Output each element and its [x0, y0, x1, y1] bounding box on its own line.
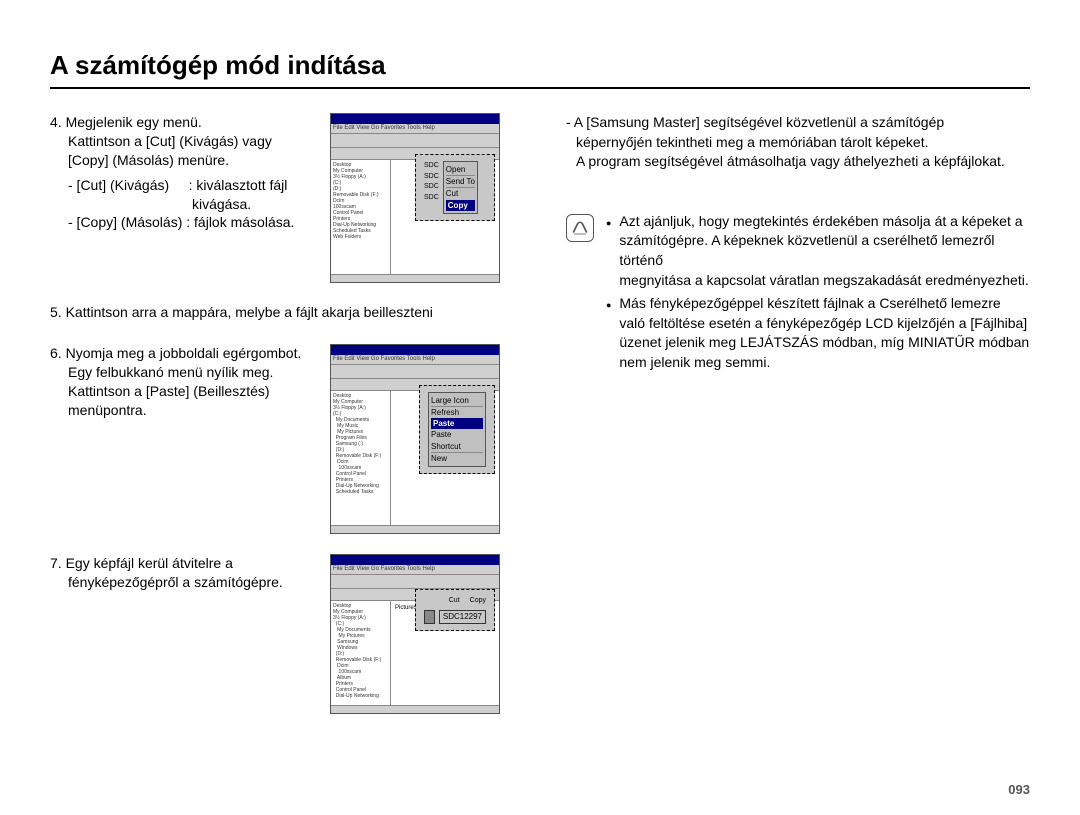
s4-cut-d1: : kiválasztott fájl	[189, 177, 288, 193]
step4-l2: Kattintson a [Cut] (Kivágás) vagy	[50, 132, 320, 151]
step6-l2: Egy felbukkanó menü nyílik meg.	[50, 363, 320, 382]
menu-open: Open	[446, 164, 475, 175]
intro-l1: - A [Samsung Master] segítségével közvet…	[566, 113, 1030, 133]
n2-l1: Más fényképezőgéppel készített fájlnak a…	[619, 294, 1029, 314]
s4-copy: - [Copy] (Másolás) : fájlok másolása.	[50, 213, 320, 232]
screenshot-1: File Edit View Go Favorites Tools Help D…	[330, 113, 500, 283]
content-columns: 4. Megjelenik egy menü. Kattintson a [Cu…	[50, 113, 1030, 734]
note-icon	[566, 214, 594, 242]
callout-cut-copy: SDC SDC SDC SDC Open Send To Cut Copy	[415, 154, 495, 221]
win-toolbar	[331, 365, 499, 379]
step-7-text: 7. Egy képfájl kerül átvitelre a fénykép…	[50, 554, 320, 592]
note-1: Azt ajánljuk, hogy megtekintés érdekében…	[606, 212, 1030, 290]
win-toolbar	[331, 575, 499, 589]
menu-new: New	[431, 452, 483, 464]
step-6: 6. Nyomja meg a jobboldali egérgombot. E…	[50, 344, 526, 534]
file-name: SDC12297	[439, 610, 486, 624]
menu-largeicon: Large Icon	[431, 395, 483, 406]
win-menubar: File Edit View Go Favorites Tools Help	[331, 355, 499, 365]
step4-l1: Megjelenik egy menü.	[66, 114, 202, 130]
menu-copy-hl: Copy	[446, 200, 475, 211]
file-icon	[424, 610, 435, 624]
co-item: SDC	[424, 193, 439, 204]
win-status	[331, 705, 499, 713]
step-4-text: 4. Megjelenik egy menü. Kattintson a [Cu…	[50, 113, 320, 232]
step7-l1: Egy képfájl kerül átvitelre a	[66, 555, 233, 571]
note-2: Más fényképezőgéppel készített fájlnak a…	[606, 294, 1030, 372]
step6-num: 6.	[50, 345, 62, 361]
win-menubar: File Edit View Go Favorites Tools Help	[331, 565, 499, 575]
step6-l1: Nyomja meg a jobboldali egérgombot.	[66, 345, 302, 361]
n2-l3: üzenet jelenik meg LEJÁTSZÁS módban, míg…	[619, 333, 1029, 353]
win-titlebar	[331, 345, 499, 355]
n1-l3: megnyitása a kapcsolat váratlan megszaka…	[619, 271, 1030, 291]
n1-l1: Azt ajánljuk, hogy megtekintés érdekében…	[619, 212, 1030, 232]
step7-num: 7.	[50, 555, 62, 571]
s4-cut: - [Cut] (Kivágás)	[68, 177, 169, 193]
menu-sendto: Send To	[446, 175, 475, 187]
lbl-copy: Copy	[470, 596, 486, 607]
tree-line: Web Folders	[333, 234, 388, 240]
note-list: Azt ajánljuk, hogy megtekintés érdekében…	[606, 212, 1030, 377]
step5-num: 5.	[50, 304, 62, 320]
step-5: 5. Kattintson arra a mappára, melybe a f…	[50, 303, 526, 322]
step-6-text: 6. Nyomja meg a jobboldali egérgombot. E…	[50, 344, 320, 420]
menu-paste-hl: Paste	[431, 418, 483, 429]
co-item: SDC	[424, 182, 439, 193]
right-intro: - A [Samsung Master] segítségével közvet…	[566, 113, 1030, 172]
win-menubar: File Edit View Go Favorites Tools Help	[331, 124, 499, 134]
s4-cut-d2: kivágása.	[50, 195, 320, 214]
co-item: SDC	[424, 161, 439, 172]
callout-paste: Large Icon Refresh Paste Paste Shortcut …	[419, 385, 495, 474]
n1-l2: számítógépre. A képeknek közvetlenül a c…	[619, 231, 1030, 270]
win-titlebar	[331, 114, 499, 124]
menu-refresh: Refresh	[431, 406, 483, 418]
step6-l4: menüpontra.	[50, 401, 320, 420]
screenshot-2: File Edit View Go Favorites Tools Help D…	[330, 344, 500, 534]
win-titlebar	[331, 555, 499, 565]
step4-num: 4.	[50, 114, 62, 130]
right-column: - A [Samsung Master] segítségével közvet…	[556, 113, 1030, 734]
step5-text: Kattintson arra a mappára, melybe a fájl…	[66, 304, 433, 320]
page-number: 093	[1008, 782, 1030, 797]
n2-l4: nem jelenik meg semmi.	[619, 353, 1029, 373]
note-box: Azt ajánljuk, hogy megtekintés érdekében…	[566, 212, 1030, 377]
win-toolbar	[331, 134, 499, 148]
menu-paste-shortcut: Paste Shortcut	[431, 429, 483, 451]
step-4: 4. Megjelenik egy menü. Kattintson a [Cu…	[50, 113, 526, 283]
n2-l2: való feltöltése esetén a fényképezőgép L…	[619, 314, 1029, 334]
bullet-icon	[606, 212, 611, 290]
page-title: A számítógép mód indítása	[50, 50, 1030, 81]
intro-l2: képernyőjén tekintheti meg a memóriában …	[566, 133, 1030, 153]
win-status	[331, 274, 499, 282]
win-status	[331, 525, 499, 533]
step4-l3: [Copy] (Másolás) menüre.	[50, 151, 320, 170]
callout-file: Cut Copy SDC12297	[415, 589, 495, 632]
left-column: 4. Megjelenik egy menü. Kattintson a [Cu…	[50, 113, 526, 734]
intro-l3: A program segítségével átmásolhatja vagy…	[566, 152, 1030, 172]
step7-l2: fényképezőgépről a számítógépre.	[50, 573, 320, 592]
lbl-cut: Cut	[449, 596, 460, 607]
step-7: 7. Egy képfájl kerül átvitelre a fénykép…	[50, 554, 526, 714]
win-tree: Desktop My Computer 3½ Floppy (A:) (C:) …	[331, 160, 391, 276]
bullet-icon	[606, 294, 611, 372]
screenshot-3: File Edit View Go Favorites Tools Help D…	[330, 554, 500, 714]
win-tree: Desktop My Computer 3½ Floppy (A:) (C:) …	[331, 601, 391, 707]
win-tree: Desktop My Computer 3½ Floppy (A:) (C:) …	[331, 391, 391, 527]
step6-l3: Kattintson a [Paste] (Beillesztés)	[50, 382, 320, 401]
menu-cut: Cut	[446, 187, 475, 199]
co-item: SDC	[424, 172, 439, 183]
title-underline	[50, 87, 1030, 89]
